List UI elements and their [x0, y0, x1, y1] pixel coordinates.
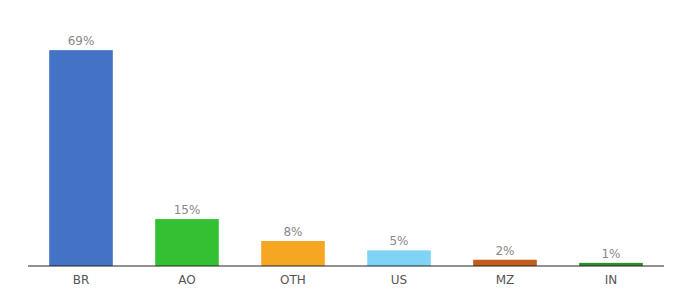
chart-container: 69% 15% 8% 5% 2% 1% BR AO OTH US MZ IN: [0, 0, 680, 300]
chart: 69% 15% 8% 5% 2% 1% BR AO OTH US MZ IN: [0, 0, 680, 300]
x-tick-label: BR: [73, 273, 90, 287]
data-label: 1%: [601, 247, 620, 261]
x-tick-label: OTH: [280, 273, 306, 287]
x-tick-label: AO: [178, 273, 195, 287]
x-tick-label: US: [391, 273, 407, 287]
bars: [49, 50, 643, 266]
x-tick-label: IN: [605, 273, 618, 287]
bar: [155, 219, 219, 266]
bar: [473, 260, 537, 266]
data-label: 5%: [389, 234, 408, 248]
bar: [49, 50, 113, 266]
data-label: 8%: [283, 225, 302, 239]
data-label: 2%: [495, 244, 514, 258]
x-tick-label: MZ: [496, 273, 515, 287]
x-ticks: BR AO OTH US MZ IN: [73, 273, 618, 287]
data-label: 15%: [174, 203, 201, 217]
bar: [261, 241, 325, 266]
bar: [367, 250, 431, 266]
data-label: 69%: [68, 34, 95, 48]
data-labels: 69% 15% 8% 5% 2% 1%: [68, 34, 621, 261]
x-axis-line: [28, 266, 664, 267]
